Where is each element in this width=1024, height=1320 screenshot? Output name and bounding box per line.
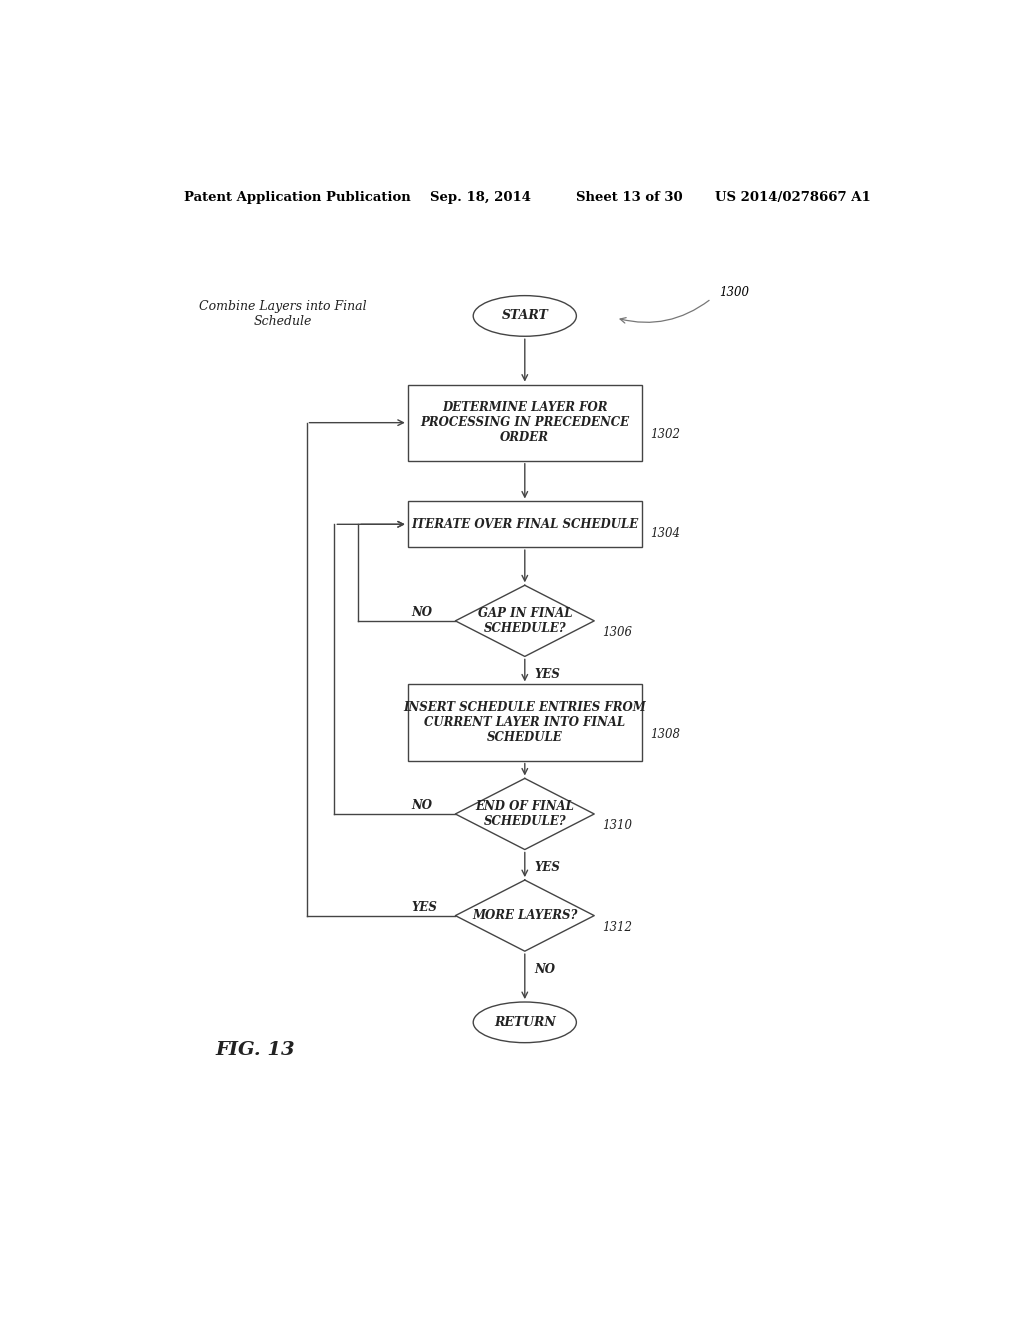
Text: DETERMINE LAYER FOR
PROCESSING IN PRECEDENCE
ORDER: DETERMINE LAYER FOR PROCESSING IN PRECED… — [420, 401, 630, 444]
Text: NO: NO — [535, 964, 555, 975]
Text: GAP IN FINAL
SCHEDULE?: GAP IN FINAL SCHEDULE? — [477, 607, 572, 635]
Text: END OF FINAL
SCHEDULE?: END OF FINAL SCHEDULE? — [475, 800, 574, 828]
Text: Sep. 18, 2014: Sep. 18, 2014 — [430, 190, 530, 203]
Text: NO: NO — [412, 606, 433, 619]
FancyBboxPatch shape — [408, 502, 642, 548]
Polygon shape — [456, 880, 594, 952]
Polygon shape — [456, 585, 594, 656]
Text: ITERATE OVER FINAL SCHEDULE: ITERATE OVER FINAL SCHEDULE — [412, 517, 638, 531]
Text: Patent Application Publication: Patent Application Publication — [183, 190, 411, 203]
Ellipse shape — [473, 1002, 577, 1043]
Text: FIG. 13: FIG. 13 — [215, 1041, 295, 1059]
Text: YES: YES — [412, 902, 437, 913]
Text: 1306: 1306 — [602, 626, 632, 639]
Text: 1310: 1310 — [602, 818, 632, 832]
Text: YES: YES — [535, 668, 560, 681]
Text: NO: NO — [412, 800, 433, 812]
Text: 1302: 1302 — [650, 428, 680, 441]
Text: 1300: 1300 — [719, 285, 750, 298]
Ellipse shape — [473, 296, 577, 337]
Text: Combine Layers into Final
Schedule: Combine Layers into Final Schedule — [199, 300, 367, 327]
Text: 1304: 1304 — [650, 528, 680, 540]
Text: INSERT SCHEDULE ENTRIES FROM
CURRENT LAYER INTO FINAL
SCHEDULE: INSERT SCHEDULE ENTRIES FROM CURRENT LAY… — [403, 701, 646, 744]
FancyBboxPatch shape — [408, 684, 642, 760]
Text: Sheet 13 of 30: Sheet 13 of 30 — [577, 190, 683, 203]
Text: RETURN: RETURN — [494, 1016, 556, 1028]
FancyBboxPatch shape — [408, 384, 642, 461]
Text: US 2014/0278667 A1: US 2014/0278667 A1 — [715, 190, 871, 203]
Polygon shape — [456, 779, 594, 850]
Text: START: START — [502, 309, 548, 322]
Text: 1312: 1312 — [602, 921, 632, 933]
Text: MORE LAYERS?: MORE LAYERS? — [472, 909, 578, 923]
Text: YES: YES — [535, 862, 560, 874]
Text: 1308: 1308 — [650, 727, 680, 741]
